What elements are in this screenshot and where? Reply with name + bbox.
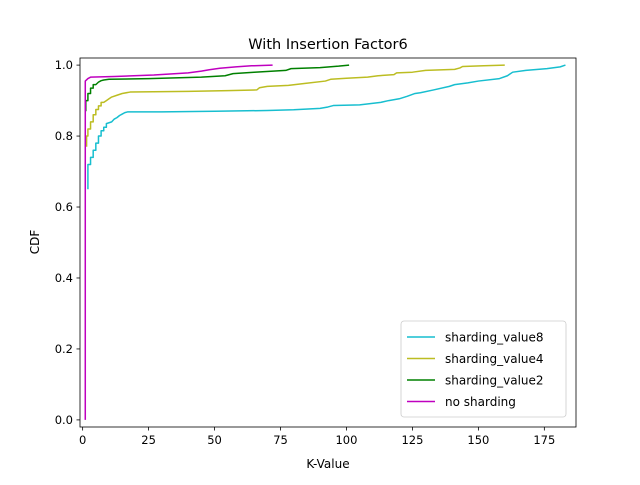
x-axis-label: K-Value (306, 457, 349, 471)
x-tick-label: 75 (273, 433, 288, 447)
axes: 0 25 50 75 100 125 150 175 0.0 0.2 0.4 0.6 0.8 1.0 (55, 57, 577, 447)
legend-box (400, 320, 567, 418)
x-tick-label: 25 (141, 433, 156, 447)
y-tick-label: 0.2 (55, 342, 73, 356)
y-tick-label: 0.6 (55, 200, 73, 214)
x-tick-label: 125 (401, 433, 423, 447)
series-line-sharding-value8 (87, 64, 566, 190)
legend-label: sharding_value4 (445, 352, 544, 366)
x-tick-label: 0 (79, 433, 86, 447)
series-lines (84, 64, 566, 420)
y-tick-label: 0.0 (55, 413, 73, 427)
legend-label: no sharding (445, 395, 516, 409)
x-tick-label: 100 (335, 433, 357, 447)
y-tick-label: 1.0 (55, 58, 73, 72)
y-tick-label: 0.8 (55, 129, 73, 143)
legend: sharding_value8 sharding_value4 sharding_v… (400, 320, 567, 418)
legend-label: sharding_value2 (445, 374, 544, 388)
x-tick-label: 50 (207, 433, 222, 447)
y-tick-label: 0.4 (55, 271, 73, 285)
series-line-sharding-value4 (85, 64, 505, 147)
y-axis-label: CDF (28, 230, 42, 255)
x-tick-label: 175 (533, 433, 555, 447)
plot-frame (79, 57, 577, 428)
series-line-sharding-value2 (85, 64, 350, 112)
legend-label: sharding_value8 (445, 331, 544, 345)
chart-title: With Insertion Factor6 (248, 37, 407, 53)
series-line-no-sharding (84, 64, 273, 420)
x-tick-label: 150 (467, 433, 489, 447)
